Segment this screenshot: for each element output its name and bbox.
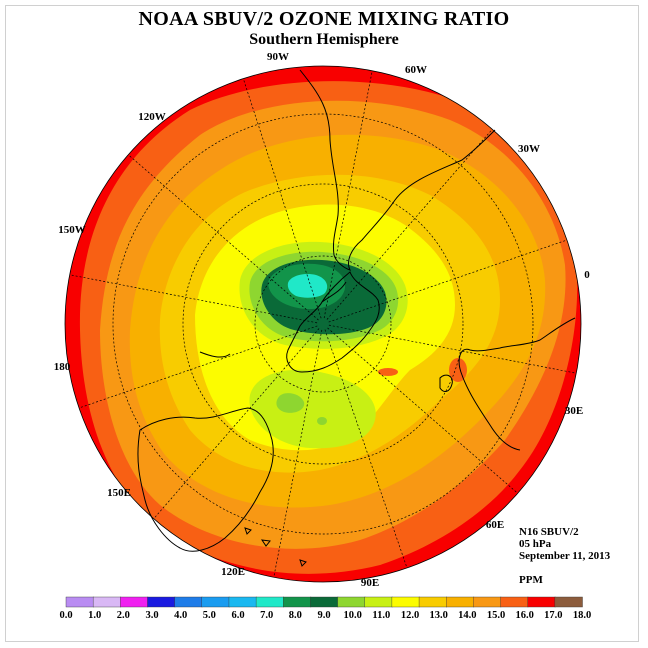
coast-antarctic-peninsula: [321, 281, 347, 303]
meridian-label: 30E: [565, 405, 583, 417]
colorbar-swatch: [500, 596, 529, 608]
meridian-line: [328, 324, 577, 374]
units-label: PPM: [519, 574, 543, 586]
meridian-line: [78, 325, 318, 409]
meridian-line: [128, 154, 319, 321]
figure-frame: [5, 5, 639, 642]
colorbar-swatch: [310, 596, 339, 608]
coast-islands-2: [260, 539, 271, 547]
colorbar-swatch: [92, 596, 122, 608]
colorbar-tick-label: 11.0: [372, 610, 391, 621]
colorbar-swatch: [554, 596, 583, 608]
colorbar-tick-label: 7.0: [260, 610, 274, 621]
meridian-label: 180: [54, 361, 71, 373]
colorbar-swatch: [473, 596, 502, 608]
colorbar-tick-label: 2.0: [116, 610, 130, 621]
map-boundary: [64, 65, 582, 583]
meridian-label: 120W: [138, 111, 166, 123]
colorbar: [65, 596, 583, 608]
colorbar-swatch: [228, 596, 257, 608]
coast-islands-3: [299, 559, 307, 567]
meridian-label: 60E: [486, 519, 504, 531]
meridian-line: [273, 329, 323, 578]
colorbar-tick-label: 15.0: [486, 610, 506, 621]
band-10-low-b: [317, 417, 327, 425]
meridian-line: [328, 239, 568, 323]
meridian-label: 90W: [267, 51, 289, 63]
level-label: 05 hPa: [519, 538, 552, 550]
meridian-line: [69, 274, 318, 324]
coast-islands-1: [244, 527, 252, 535]
band-11-low-a: [249, 369, 376, 449]
colorbar-swatch: [364, 596, 393, 608]
meridian-label: 150W: [58, 224, 86, 236]
meridian-label: 30W: [518, 143, 540, 155]
coastlines: [137, 69, 576, 567]
latitude-circles: [112, 113, 534, 535]
colorbar-tick-label: 14.0: [458, 610, 477, 621]
colorbar-swatch: [283, 596, 312, 608]
map-subtitle: Southern Hemisphere: [249, 31, 399, 48]
colorbar-tick-label: 10.0: [343, 610, 362, 621]
meridian-label: 150E: [107, 487, 131, 499]
meridian-lines: [69, 70, 577, 578]
band-10-low-a: [276, 393, 305, 413]
colorbar-swatch: [201, 596, 230, 608]
colorbar-tick-label: 9.0: [317, 610, 331, 621]
colorbar-swatch: [418, 596, 447, 608]
colorbar-swatch: [527, 596, 556, 608]
colorbar-tick-label: 0.0: [59, 610, 73, 621]
local-high-patch-2: [378, 368, 398, 376]
colorbar-tick-label: 5.0: [202, 610, 216, 621]
meridian-line: [323, 70, 373, 319]
coast-australia: [137, 407, 274, 552]
lat-circle-1: [254, 255, 392, 393]
colorbar-swatch: [391, 596, 420, 608]
colorbar-swatch: [174, 596, 203, 608]
coast-new-zealand: [199, 351, 231, 358]
ozone-field: [65, 66, 581, 582]
meridian-label: 60W: [405, 64, 427, 76]
meridian-labels: 90W 60W 30W 0 30E 60E 90E 120E 150E 180 …: [54, 51, 591, 589]
colorbar-tick-label: 3.0: [145, 610, 159, 621]
colorbar-tick-label: 17.0: [544, 610, 563, 621]
colorbar-swatch: [147, 596, 176, 608]
colorbar-tick-label: 8.0: [288, 610, 302, 621]
coast-antarctica: [286, 271, 380, 373]
colorbar-swatch: [255, 596, 284, 608]
colorbar-tick-label: 1.0: [88, 610, 102, 621]
colorbar-tick-label: 18.0: [572, 610, 592, 621]
map-title: NOAA SBUV/2 OZONE MIXING RATIO: [138, 8, 510, 30]
colorbar-tick-label: 13.0: [429, 610, 448, 621]
lat-circle-2: [182, 183, 464, 465]
meridian-label: 120E: [221, 566, 245, 578]
coast-africa: [458, 317, 576, 451]
colorbar-swatch: [337, 596, 366, 608]
colorbar-swatch: [446, 596, 475, 608]
band-7: [287, 273, 328, 298]
meridian-line: [326, 129, 493, 320]
meridian-label: 90E: [361, 577, 379, 589]
colorbar-tick-label: 16.0: [515, 610, 534, 621]
colorbar-tick-label: 4.0: [174, 610, 188, 621]
colorbar-tick-label: 6.0: [231, 610, 245, 621]
coast-madagascar: [439, 374, 453, 392]
date-label: September 11, 2013: [519, 550, 611, 562]
satellite-label: N16 SBUV/2: [519, 526, 579, 538]
colorbar-swatch: [120, 596, 149, 608]
coast-south-america: [299, 69, 496, 271]
meridian-line: [324, 329, 408, 569]
colorbar-swatch: [65, 596, 94, 608]
colorbar-tick-label: 12.0: [400, 610, 420, 621]
lat-circle-3: [112, 113, 534, 535]
meridian-label: 0: [584, 269, 590, 281]
